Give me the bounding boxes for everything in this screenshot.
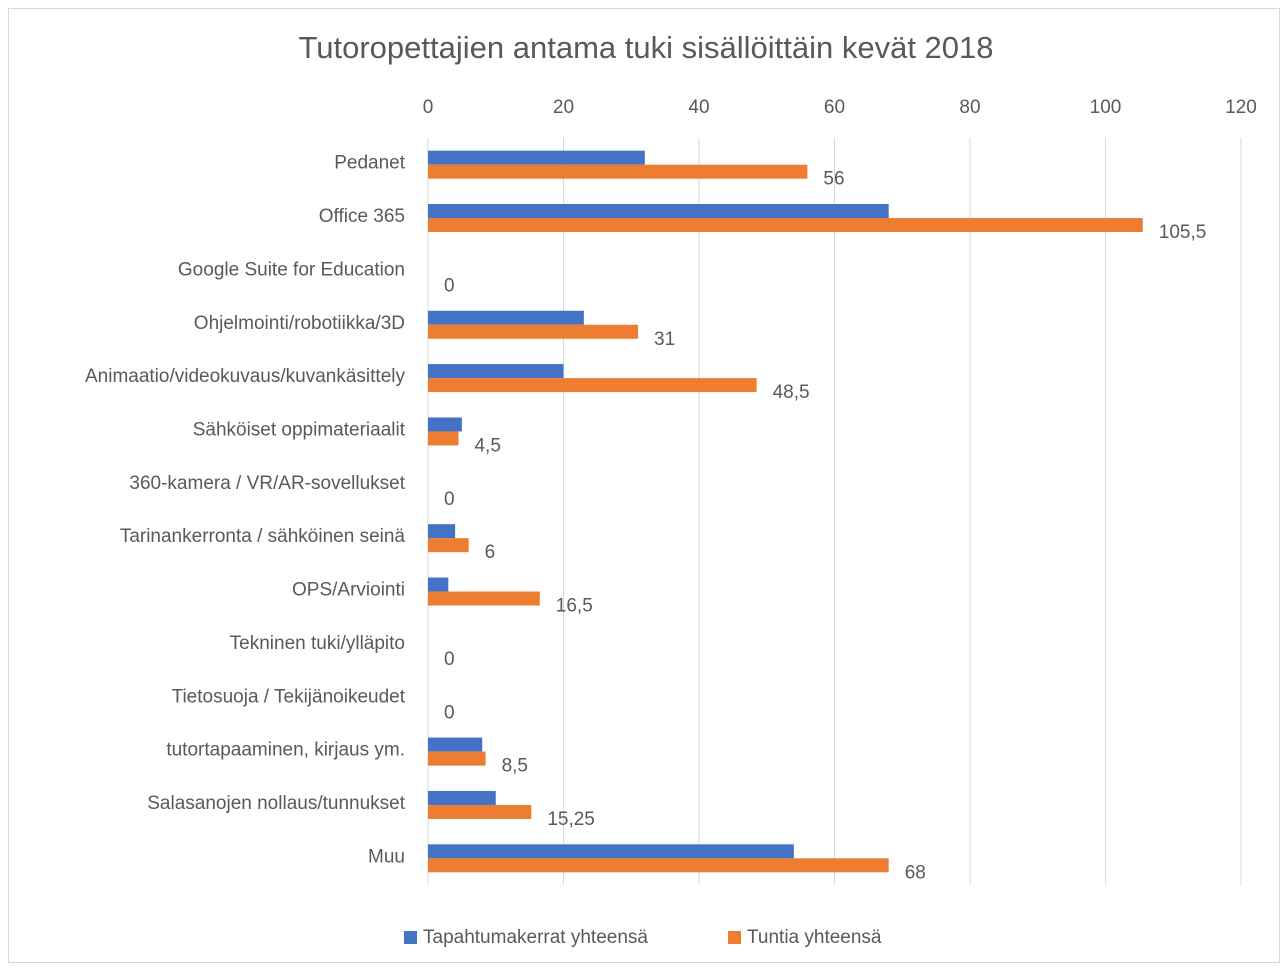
bar xyxy=(428,524,456,539)
data-label: 15,25 xyxy=(547,809,595,830)
data-label: 0 xyxy=(444,489,455,510)
data-label: 31 xyxy=(654,329,675,350)
bar xyxy=(428,310,584,325)
x-tick-label: 40 xyxy=(688,97,709,118)
y-tick-label: Salasanojen nollaus/tunnukset xyxy=(147,793,405,814)
y-tick-label: Animaatio/videokuvaus/kuvankäsittely xyxy=(85,366,406,387)
bar xyxy=(428,364,564,379)
y-tick-label: 360-kamera / VR/AR-sovellukset xyxy=(129,473,405,494)
data-label: 105,5 xyxy=(1159,222,1207,243)
x-tick-label: 60 xyxy=(824,97,845,118)
bar xyxy=(428,751,486,766)
data-label: 0 xyxy=(444,702,455,723)
y-tick-label: Office 365 xyxy=(319,206,405,227)
x-tick-label: 80 xyxy=(959,97,980,118)
bar xyxy=(428,591,540,606)
bar xyxy=(428,324,639,339)
y-tick-label: Google Suite for Education xyxy=(178,259,405,280)
bar xyxy=(428,577,449,592)
bar xyxy=(428,417,462,432)
data-label: 0 xyxy=(444,275,455,296)
y-tick-label: Pedanet xyxy=(334,153,406,174)
bar xyxy=(428,164,808,179)
data-label: 4,5 xyxy=(474,435,500,456)
bar xyxy=(428,378,757,393)
bar xyxy=(428,538,469,553)
bar xyxy=(428,858,889,873)
data-label: 56 xyxy=(823,169,844,190)
data-label: 68 xyxy=(905,862,926,883)
bar xyxy=(428,204,889,219)
legend-swatch xyxy=(404,931,417,944)
y-tick-label: Tietosuoja / Tekijänoikeudet xyxy=(172,686,406,707)
data-label: 16,5 xyxy=(556,596,593,617)
y-tick-label: OPS/Arviointi xyxy=(292,580,405,601)
y-tick-label: tutortapaaminen, kirjaus ym. xyxy=(166,740,405,761)
chart-title: Tutoropettajien antama tuki sisällöittäi… xyxy=(298,30,993,65)
data-label: 8,5 xyxy=(502,756,528,777)
bar xyxy=(428,844,794,859)
x-tick-label: 0 xyxy=(423,97,434,118)
bar xyxy=(428,790,496,805)
bar xyxy=(428,150,645,165)
y-tick-label: Muu xyxy=(368,846,405,867)
legend-label: Tuntia yhteensä xyxy=(747,927,882,948)
bar xyxy=(428,804,532,819)
legend-swatch xyxy=(728,931,741,944)
data-label: 48,5 xyxy=(773,382,810,403)
x-tick-label: 20 xyxy=(553,97,574,118)
y-tick-label: Ohjelmointi/robotiikka/3D xyxy=(194,313,405,334)
data-label: 6 xyxy=(485,542,496,563)
y-tick-label: Tarinankerronta / sähköinen seinä xyxy=(120,526,406,547)
bar xyxy=(428,218,1143,233)
x-tick-label: 120 xyxy=(1225,97,1257,118)
data-label: 0 xyxy=(444,649,455,670)
y-tick-label: Sähköiset oppimateriaalit xyxy=(193,419,406,440)
bar xyxy=(428,737,483,752)
x-tick-label: 100 xyxy=(1090,97,1122,118)
y-tick-label: Tekninen tuki/ylläpito xyxy=(230,633,405,654)
legend-label: Tapahtumakerrat yhteensä xyxy=(423,927,648,948)
bar xyxy=(428,431,459,446)
